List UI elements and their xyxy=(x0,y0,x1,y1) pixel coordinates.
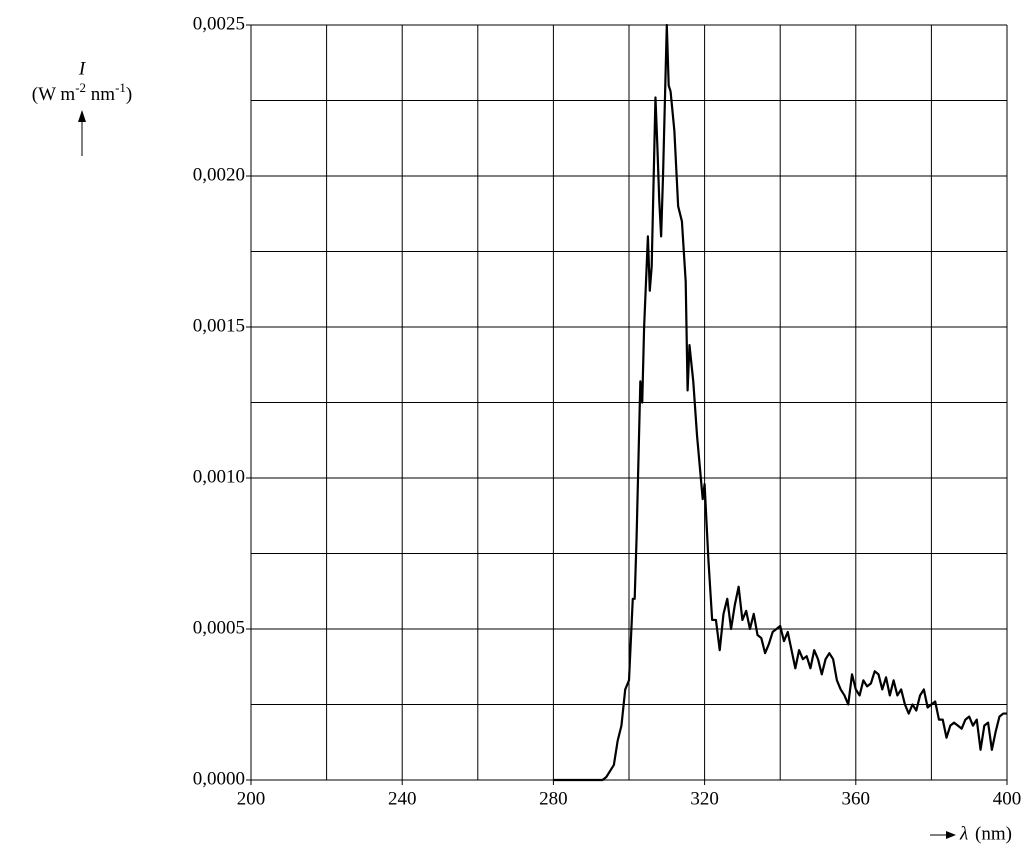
x-tick-label: 200 xyxy=(237,788,266,809)
unit-exponent: -1 xyxy=(115,80,126,95)
x-tick-label: 240 xyxy=(388,788,417,809)
x-tick-label: 400 xyxy=(993,788,1022,809)
unit-part: ) xyxy=(126,84,132,105)
x-axis-arrowhead xyxy=(946,831,956,839)
x-tick-label: 280 xyxy=(539,788,568,809)
data-line xyxy=(553,23,1007,782)
y-tick-label: 0,0020 xyxy=(193,164,245,185)
unit-exponent: -2 xyxy=(75,80,86,95)
x-axis-unit: (nm) xyxy=(975,823,1012,844)
y-tick-label: 0,0000 xyxy=(193,768,245,789)
y-axis-unit: (W m-2 nm-1) xyxy=(32,80,133,105)
x-axis-symbol: λ xyxy=(959,823,968,844)
y-tick-label: 0,0025 xyxy=(193,13,245,34)
y-tick-label: 0,0005 xyxy=(193,617,245,638)
x-tick-label: 320 xyxy=(690,788,719,809)
x-tick-label: 360 xyxy=(842,788,871,809)
y-axis-symbol: I xyxy=(78,58,87,79)
y-tick-label: 0,0015 xyxy=(193,315,245,336)
unit-part: (W m xyxy=(32,84,76,105)
y-tick-label: 0,0010 xyxy=(193,466,245,487)
y-axis-arrowhead xyxy=(78,110,86,122)
unit-part: nm xyxy=(86,84,115,105)
